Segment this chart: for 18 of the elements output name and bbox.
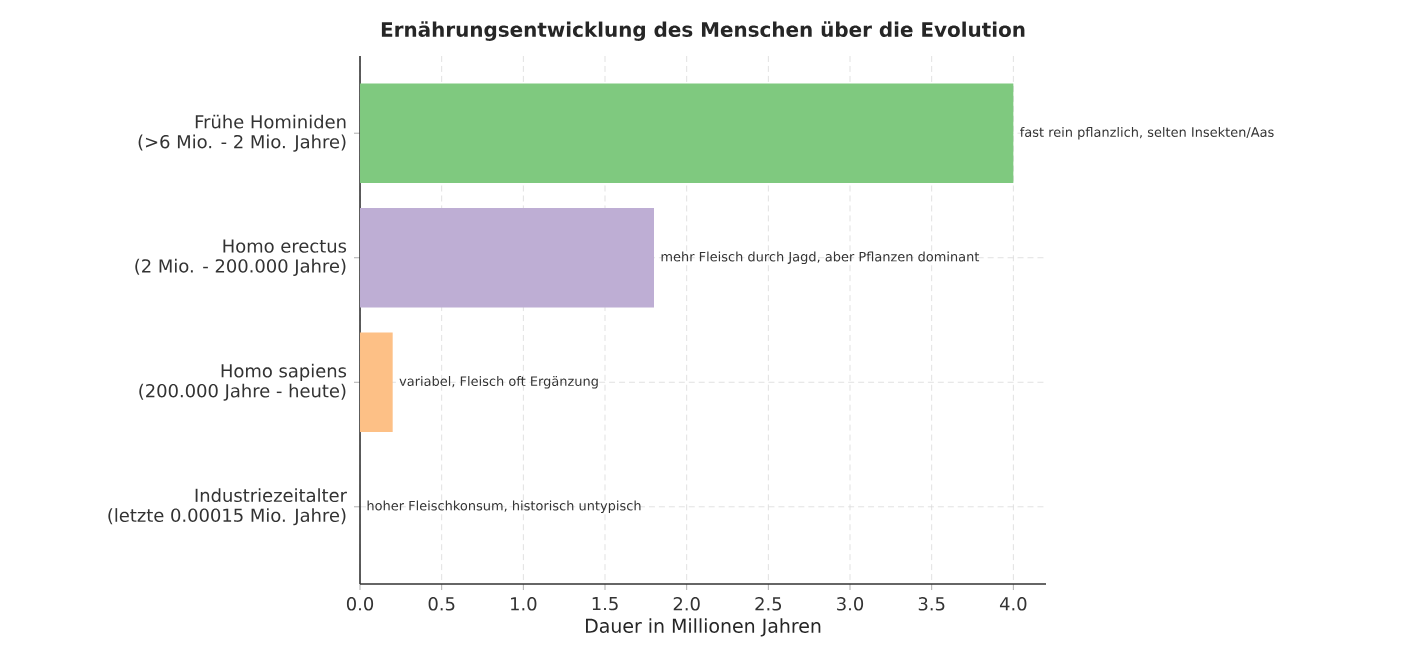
- y-tick-label: Industriezeitalter (letzte 0.00015 Mio. Jahre): [108, 488, 347, 526]
- x-tick-label: 0.5: [428, 597, 455, 611]
- x-tick-label: 0.0: [346, 597, 374, 611]
- y-tick-label: Homo erectus (2 Mio. - 200.000 Jahre): [135, 239, 347, 277]
- y-tick-label: Frühe Hominiden (>6 Mio. - 2 Mio. Jahre): [138, 114, 346, 152]
- bar: [360, 332, 393, 433]
- chart-title: Ernährungsentwicklung des Menschen über die Evolution: [381, 21, 1025, 42]
- x-tick-label: 2.0: [673, 597, 700, 611]
- x-tick-label: 3.0: [837, 597, 864, 611]
- x-tick-label: 2.5: [755, 597, 782, 611]
- bar: [360, 207, 655, 308]
- x-tick-label: 4.0: [999, 597, 1027, 611]
- bar: [360, 83, 1014, 184]
- x-tick-label: 1.5: [592, 597, 618, 611]
- x-tick-label: 1.0: [511, 597, 537, 611]
- y-tick-label: Homo sapiens (200.000 Jahre - heute): [139, 363, 347, 401]
- x-tick-label: 3.5: [918, 597, 945, 611]
- x-axis-title: Dauer in Millionen Jahren: [586, 618, 821, 637]
